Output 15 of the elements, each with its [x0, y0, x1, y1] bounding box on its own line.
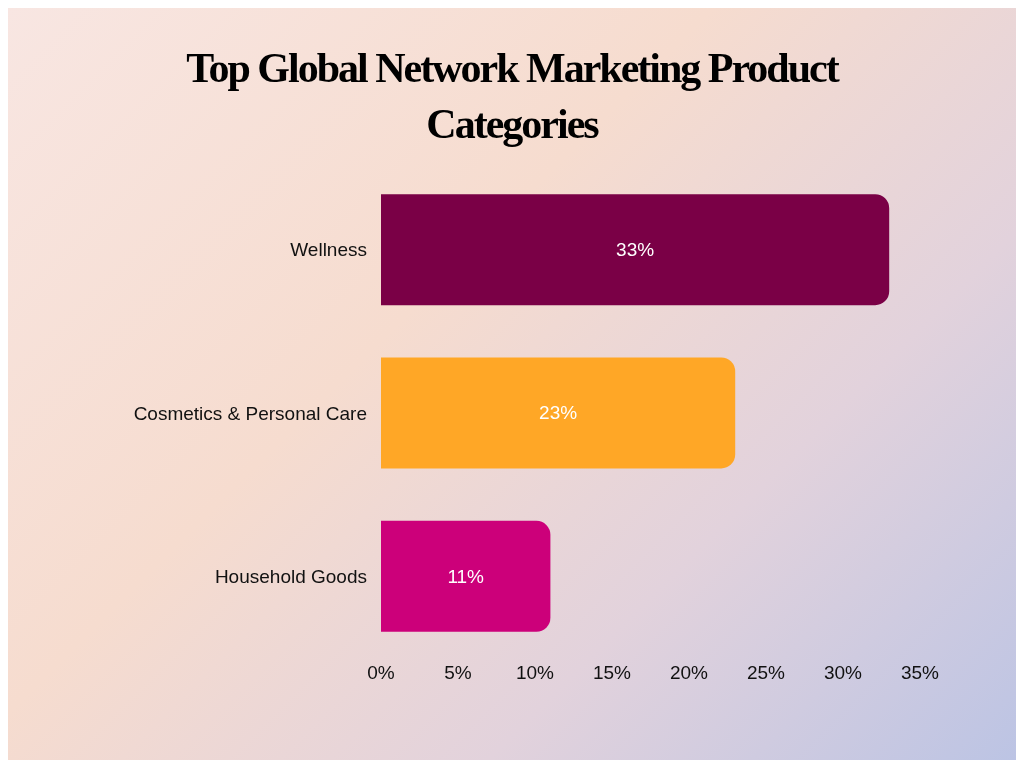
- x-tick-label: 30%: [823, 662, 863, 684]
- x-tick-label: 0%: [367, 662, 395, 684]
- x-tick-label: 25%: [746, 662, 786, 684]
- data-label: 33%: [616, 239, 655, 261]
- x-tick-label: 35%: [900, 662, 940, 684]
- x-tick-label: 20%: [669, 662, 709, 684]
- chart-title: Top Global Network Marketing Product Categories: [185, 44, 840, 149]
- data-label: 11%: [447, 565, 485, 587]
- x-tick-label: 15%: [592, 662, 632, 684]
- x-tick-label: 5%: [444, 662, 472, 684]
- x-tick-label: 10%: [515, 662, 555, 684]
- data-label: 23%: [539, 402, 578, 424]
- y-tick-label: Household Goods: [214, 566, 367, 588]
- y-tick-label: Cosmetics & Personal Care: [133, 402, 367, 424]
- y-tick-label: Wellness: [290, 239, 367, 261]
